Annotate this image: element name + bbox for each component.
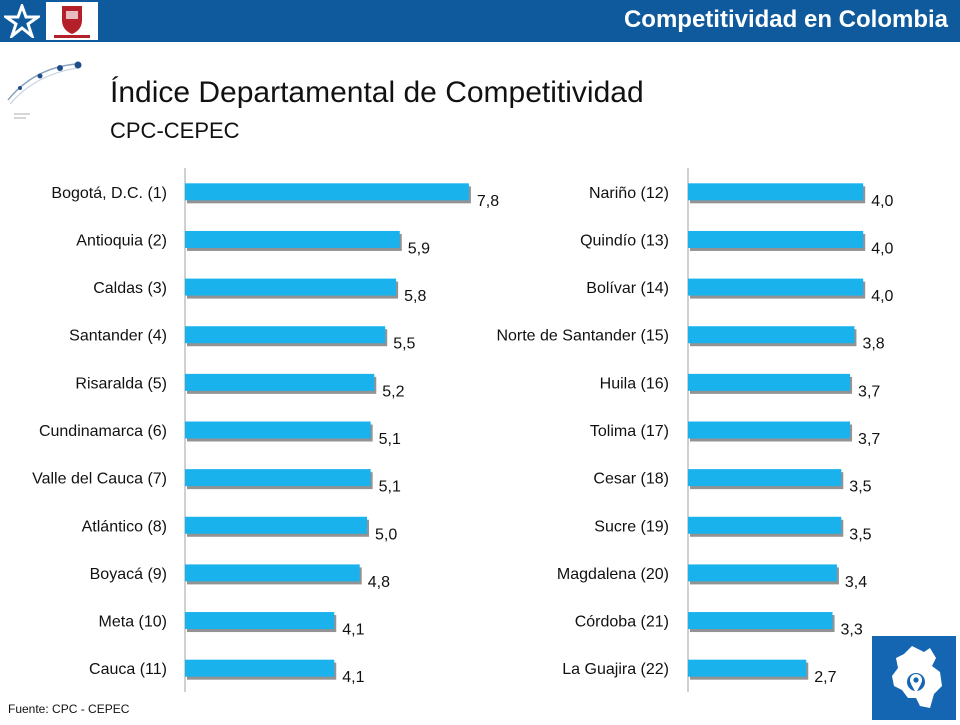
bar (688, 516, 842, 534)
data-label: 5,5 (393, 336, 415, 353)
data-label: 5,9 (408, 240, 430, 257)
category-label: Cundinamarca (6) (39, 423, 167, 440)
category-label: Antioquia (2) (76, 232, 167, 249)
bar (688, 183, 864, 201)
star-logo-icon (4, 4, 40, 38)
bar (185, 230, 400, 248)
bar (688, 230, 864, 248)
category-label: Boyacá (9) (90, 566, 167, 583)
bar (185, 183, 469, 201)
bar (688, 326, 855, 344)
category-label: Huila (16) (600, 375, 669, 392)
category-label: Valle del Cauca (7) (32, 471, 167, 488)
data-label: 2,7 (814, 669, 836, 686)
bar (688, 612, 833, 630)
bar (688, 564, 837, 582)
data-label: 5,8 (404, 288, 426, 305)
bar (185, 326, 386, 344)
data-label: 4,0 (871, 288, 893, 305)
source-note: Fuente: CPC - CEPEC (8, 702, 130, 716)
bar (185, 516, 367, 534)
data-label: 5,2 (382, 383, 404, 400)
bar (688, 373, 851, 391)
category-label: Bolívar (14) (586, 280, 669, 297)
data-label: 4,0 (871, 193, 893, 210)
data-label: 3,5 (849, 479, 871, 496)
header-bar: Competitividad en Colombia (0, 0, 960, 42)
slide-title: Índice Departamental de Competitividad (110, 76, 644, 109)
bar (688, 469, 842, 487)
category-label: Santander (4) (69, 328, 167, 345)
data-label: 4,8 (368, 574, 390, 591)
category-label: La Guajira (22) (562, 661, 669, 678)
colombia-map-pin-icon (872, 636, 956, 720)
data-label: 3,7 (858, 383, 880, 400)
data-label: 7,8 (477, 193, 499, 210)
bar (688, 659, 807, 677)
data-label: 5,1 (379, 431, 401, 448)
category-label: Tolima (17) (590, 423, 669, 440)
bar (185, 612, 335, 630)
category-label: Córdoba (21) (575, 614, 669, 631)
category-label: Cesar (18) (593, 471, 669, 488)
bar (688, 421, 851, 439)
bar (185, 278, 397, 296)
data-label: 3,8 (862, 336, 884, 353)
progress-arc-decoration (7, 61, 82, 119)
category-label: Atlántico (8) (82, 518, 167, 535)
category-label: Norte de Santander (15) (496, 328, 669, 345)
bar (185, 659, 335, 677)
category-label: Nariño (12) (589, 185, 669, 202)
category-label: Sucre (19) (594, 518, 669, 535)
data-label: 3,5 (849, 526, 871, 543)
data-label: 4,0 (871, 240, 893, 257)
category-label: Risaralda (5) (75, 375, 167, 392)
data-label: 3,4 (845, 574, 867, 591)
bar (185, 469, 371, 487)
category-label: Bogotá, D.C. (1) (51, 185, 167, 202)
data-label: 4,1 (342, 669, 364, 686)
university-crest-icon (46, 2, 98, 40)
category-label: Cauca (11) (89, 661, 167, 678)
bar (185, 373, 375, 391)
bar (185, 564, 360, 582)
data-label: 3,3 (841, 622, 863, 639)
data-label: 4,1 (342, 622, 364, 639)
category-label: Meta (10) (99, 614, 167, 631)
bar (185, 421, 371, 439)
data-label: 5,0 (375, 526, 397, 543)
header-title: Competitividad en Colombia (623, 6, 948, 33)
data-label: 5,1 (379, 479, 401, 496)
category-label: Quindío (13) (580, 232, 669, 249)
category-label: Caldas (3) (93, 280, 167, 297)
bar (688, 278, 864, 296)
category-label: Magdalena (20) (557, 566, 669, 583)
slide-subtitle: CPC-CEPEC (110, 118, 240, 143)
data-label: 3,7 (858, 431, 880, 448)
